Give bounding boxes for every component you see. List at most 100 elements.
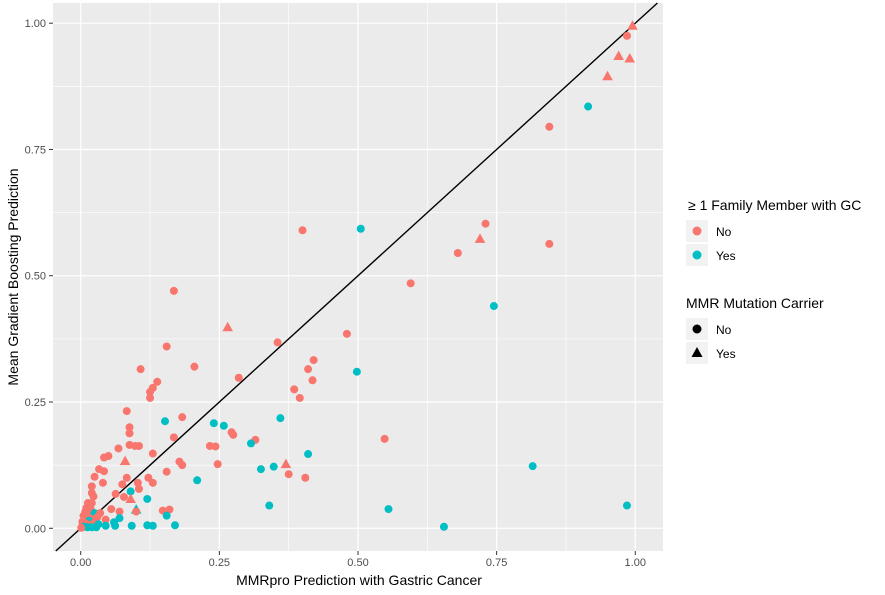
data-point-circle <box>284 470 293 479</box>
data-point-circle <box>134 441 143 450</box>
data-point-circle <box>100 467 109 476</box>
data-point-circle <box>211 442 220 451</box>
legend-family-gc: ≥ 1 Family Member with GC No Yes <box>686 197 861 266</box>
data-point-circle <box>92 523 101 532</box>
y-tick-label: 0.00 <box>25 523 46 535</box>
data-point-circle <box>290 385 299 394</box>
data-point-circle <box>298 226 307 235</box>
data-point-circle <box>273 338 282 347</box>
data-point-circle <box>148 449 157 458</box>
legend-label-yes: Yes <box>716 249 736 263</box>
data-point-circle <box>178 413 187 422</box>
data-point-circle <box>90 472 99 481</box>
data-point-circle <box>148 478 157 487</box>
data-point-circle <box>115 514 124 523</box>
data-point-circle <box>356 224 365 233</box>
data-point-circle <box>125 423 134 432</box>
data-point-circle <box>384 505 393 514</box>
data-point-triangle <box>624 53 636 63</box>
x-axis-title: MMRpro Prediction with Gastric Cancer <box>236 572 482 588</box>
data-point-circle <box>301 473 310 482</box>
legend-label-shape-yes: Yes <box>716 347 736 361</box>
data-point-circle <box>406 279 415 288</box>
y-axis-ticks: 0.00 0.25 0.50 0.75 1.00 <box>25 18 53 535</box>
data-point-circle <box>165 505 174 514</box>
data-point-circle <box>304 365 313 374</box>
data-point-triangle <box>474 233 486 243</box>
data-point-circle <box>101 521 110 530</box>
data-point-triangle <box>280 458 292 469</box>
data-point-circle <box>342 329 351 338</box>
data-point-circle <box>136 365 145 374</box>
data-point-circle <box>146 393 155 402</box>
data-point-circle <box>114 444 123 453</box>
grid-lines <box>53 3 663 551</box>
data-point-circle <box>489 302 498 311</box>
data-point-circle <box>111 521 120 530</box>
data-point-circle <box>234 373 243 382</box>
data-point-circle <box>193 476 202 485</box>
y-tick-label: 0.75 <box>25 144 46 156</box>
data-point-circle <box>122 473 131 482</box>
legend-label-no: No <box>716 225 732 239</box>
data-point-circle <box>171 521 179 530</box>
data-point-circle <box>439 522 448 531</box>
data-point-circle <box>143 494 152 503</box>
data-point-circle <box>133 478 142 487</box>
data-point-circle <box>309 356 318 365</box>
data-point-circle <box>453 249 462 258</box>
data-point-circle <box>256 465 265 474</box>
data-point-circle <box>161 417 170 426</box>
data-point-circle <box>265 501 274 510</box>
data-point-circle <box>169 433 178 442</box>
data-point-circle <box>127 521 136 530</box>
data-point-triangle <box>125 493 136 503</box>
data-point-circle <box>545 122 554 131</box>
legend-mmr-carrier: MMR Mutation Carrier No Yes <box>686 295 824 364</box>
y-tick-label: 0.25 <box>25 397 46 409</box>
data-point-circle <box>209 419 218 428</box>
data-point-circle <box>622 501 631 510</box>
data-point-circle <box>126 487 135 496</box>
x-tick-label: 0.25 <box>209 557 230 569</box>
data-point-circle <box>162 342 171 351</box>
data-point-circle <box>481 219 490 228</box>
data-point-circle <box>178 461 187 470</box>
legend-title: MMR Mutation Carrier <box>686 295 824 311</box>
data-point-circle <box>229 430 238 439</box>
data-point-circle <box>118 480 127 489</box>
data-point-circle <box>269 462 278 471</box>
legend-title: ≥ 1 Family Member with GC <box>688 197 861 213</box>
data-point-circle <box>528 462 537 471</box>
data-point-circle <box>584 102 593 111</box>
data-point-circle <box>190 362 199 371</box>
data-point-circle <box>219 421 228 430</box>
data-point-circle <box>125 429 134 438</box>
legend-label-shape-no: No <box>716 323 732 337</box>
legend-key-circle-shape <box>692 324 702 334</box>
data-point-triangle <box>627 20 638 30</box>
data-point-circle <box>162 511 171 520</box>
x-tick-label: 0.75 <box>486 557 507 569</box>
data-point-circle <box>169 286 178 295</box>
data-point-circle <box>100 453 109 462</box>
data-point-circle <box>213 460 222 469</box>
data-point-circle <box>122 407 131 416</box>
data-point-circle <box>380 434 389 443</box>
data-point-circle <box>101 515 110 524</box>
data-points <box>77 20 638 532</box>
x-tick-label: 0.00 <box>70 557 91 569</box>
x-tick-label: 1.00 <box>625 557 646 569</box>
data-point-triangle <box>602 70 613 81</box>
data-point-circle <box>622 31 631 40</box>
data-point-circle <box>295 393 304 402</box>
data-point-circle <box>162 467 171 476</box>
y-tick-label: 0.50 <box>25 271 46 283</box>
data-point-triangle <box>613 50 624 61</box>
data-point-circle <box>89 492 98 501</box>
data-point-circle <box>134 484 143 493</box>
data-point-circle <box>352 367 361 376</box>
data-point-circle <box>153 377 162 386</box>
y-tick-label: 1.00 <box>25 18 46 30</box>
